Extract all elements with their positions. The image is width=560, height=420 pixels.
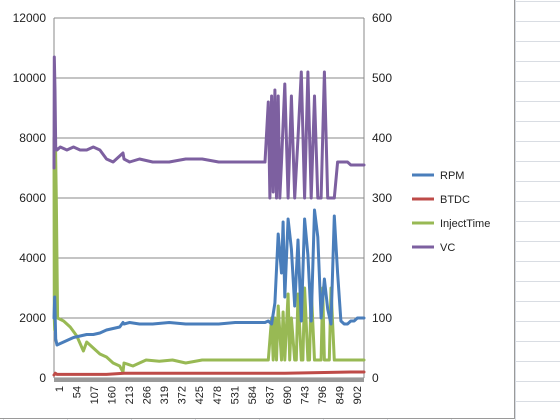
y-tick-label: 4000 — [19, 251, 46, 265]
y2-tick-label: 400 — [372, 131, 392, 145]
x-tick-label: 796 — [317, 386, 329, 404]
x-axis: 1 54 107 160 213 266 319 372 425 478 531 584 637 690 7… — [54, 378, 364, 404]
x-tick-label: 319 — [159, 386, 171, 404]
x-tick-label: 584 — [247, 386, 259, 404]
legend-label: VC — [440, 242, 455, 254]
series-line-vc — [52, 55, 366, 200]
x-tick-label: 372 — [177, 386, 189, 404]
x-tick-label: 531 — [229, 386, 241, 404]
x-tick-label: 213 — [124, 386, 136, 404]
series-line-btdc — [52, 370, 366, 377]
x-tick-label: 107 — [89, 386, 101, 404]
y-tick-label: 10000 — [13, 71, 47, 85]
x-tick-label: 637 — [264, 386, 276, 404]
x-tick-label: 902 — [352, 386, 364, 404]
x-tick-label: 425 — [194, 386, 206, 404]
x-tick-label: 160 — [107, 386, 119, 404]
series-line-rpm — [52, 208, 366, 347]
y2-tick-label: 600 — [372, 11, 392, 25]
y-tick-label: 12000 — [13, 11, 47, 25]
x-tick-label: 478 — [212, 386, 224, 404]
x-tick-label: 266 — [142, 386, 154, 404]
legend-label: BTDC — [440, 194, 470, 206]
y2-tick-label: 100 — [372, 311, 392, 325]
legend-label: InjectTime — [440, 218, 490, 230]
y-tick-label: 6000 — [19, 191, 46, 205]
y2-tick-label: 0 — [372, 371, 379, 385]
y-tick-label: 2000 — [19, 311, 46, 325]
series-lines — [52, 55, 366, 377]
x-axis-band — [54, 378, 364, 382]
chart-area[interactable]: 0 2000 4000 6000 8000 10000 12000 0 100 200 300 40… — [0, 0, 515, 419]
x-tick-label: 1 — [54, 386, 66, 392]
y-tick-label: 8000 — [19, 131, 46, 145]
x-tick-label: 849 — [334, 386, 346, 404]
x-tick-label: 54 — [72, 386, 84, 398]
x-tick-label: 743 — [299, 386, 311, 404]
y2-tick-label: 300 — [372, 191, 392, 205]
y2-tick-label: 500 — [372, 71, 392, 85]
line-chart: 0 2000 4000 6000 8000 10000 12000 0 100 200 300 40… — [13, 11, 491, 404]
legend-label: RPM — [440, 170, 464, 182]
y-axis-primary: 0 2000 4000 6000 8000 10000 12000 — [13, 11, 47, 385]
legend: RPM BTDC InjectTime VC — [412, 170, 490, 254]
series-line-injecttime — [52, 130, 366, 374]
y-axis-secondary: 0 100 200 300 400 500 600 — [372, 11, 392, 385]
y2-tick-label: 200 — [372, 251, 392, 265]
y-tick-label: 0 — [39, 371, 46, 385]
x-tick-label: 690 — [282, 386, 294, 404]
